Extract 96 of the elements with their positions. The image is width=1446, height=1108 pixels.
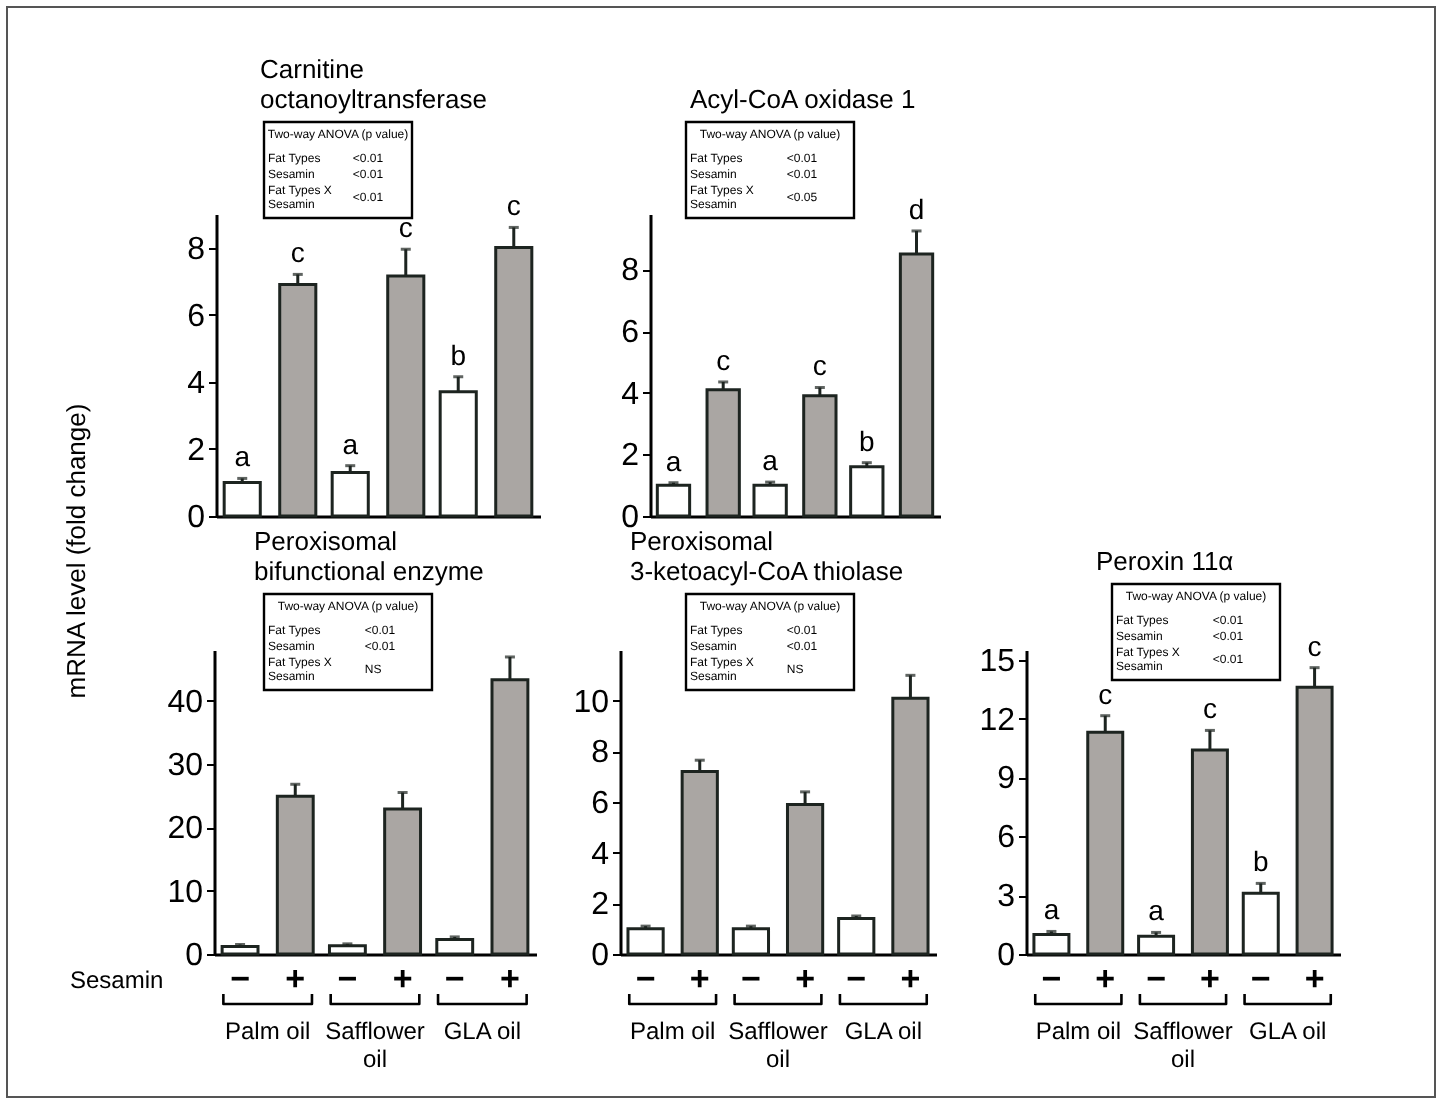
bar: [222, 480, 262, 518]
data-label: c: [812, 349, 827, 382]
bar: [849, 465, 885, 518]
y-tick-label: 8: [621, 254, 640, 289]
series-label: +: [689, 960, 710, 998]
bar: [220, 944, 260, 956]
y-tick-label: 8: [591, 736, 610, 771]
data-label: c: [716, 343, 731, 376]
y-tick-label: 12: [979, 703, 1016, 738]
y-tick-label: 0: [185, 939, 204, 973]
x-tick-label: Palm oil: [1035, 1017, 1122, 1045]
legend-title: Sesamin: [70, 966, 164, 994]
data-label: c: [1307, 629, 1322, 662]
text: −: [846, 960, 867, 998]
y-tick-label: 3: [997, 880, 1016, 915]
chart-title: Peroxin 11α: [1096, 546, 1235, 576]
data-label: b: [1252, 845, 1269, 878]
y-tick-label: 8: [187, 232, 206, 267]
series-label: +: [1095, 960, 1116, 998]
y-tick-label: 9: [997, 762, 1016, 797]
data-label: a: [1043, 893, 1060, 926]
text: −: [337, 960, 358, 998]
bar: [1032, 932, 1071, 956]
y-tick-label: 6: [621, 316, 640, 351]
bar: [731, 927, 771, 956]
text: +: [900, 960, 921, 998]
bar: [837, 917, 876, 956]
y-tick-label: 2: [187, 433, 206, 468]
bar: [752, 483, 788, 518]
chart-title: Carnitine octanoyltransferase: [260, 54, 487, 114]
series-label: +: [285, 960, 306, 998]
x-tick-label: Palm oil: [224, 1017, 311, 1045]
series-label: −: [635, 960, 656, 998]
y-tick-label: 30: [167, 749, 204, 783]
data-label: a: [665, 444, 682, 477]
bar: [1137, 934, 1176, 956]
bar: [680, 770, 719, 956]
y-tick-label: 0: [591, 939, 610, 973]
y-tick-label: 2: [591, 888, 610, 923]
y-tick-label: 4: [621, 377, 640, 412]
bar: [435, 937, 475, 956]
text: −: [444, 960, 465, 998]
x-tick-label: Palm oil: [629, 1017, 716, 1045]
x-tick-label: Safflower oil: [728, 1017, 828, 1073]
text: +: [1304, 960, 1325, 998]
data-label: d: [908, 192, 925, 225]
data-label: c: [1202, 692, 1217, 725]
data-label: c: [290, 236, 305, 269]
text: −: [1146, 960, 1167, 998]
data-label: a: [1148, 894, 1165, 927]
data-label: c: [398, 211, 413, 244]
y-tick-label: 0: [997, 939, 1016, 973]
y-tick-label: 40: [167, 685, 204, 720]
series-label: −: [230, 960, 251, 998]
y-axis-title: mRNA level (fold change): [61, 403, 91, 699]
y-tick-label: 4: [187, 366, 206, 401]
y-tick-label: 6: [187, 299, 206, 334]
x-tick-label: GLA oil: [1248, 1017, 1327, 1045]
bar: [330, 470, 370, 518]
text: −: [1250, 960, 1271, 998]
bar: [655, 483, 692, 518]
text: +: [392, 960, 413, 998]
bar: [705, 388, 741, 518]
bar: [626, 927, 665, 956]
bar: [327, 944, 367, 956]
y-tick-label: 20: [167, 812, 204, 847]
data-label: b: [450, 338, 467, 371]
text: +: [795, 960, 816, 998]
bar: [278, 282, 318, 518]
y-tick-label: 10: [573, 685, 610, 720]
text: −: [740, 960, 761, 998]
bar: [275, 794, 315, 956]
y-tick-label: 0: [187, 501, 206, 535]
data-label: a: [762, 444, 779, 477]
text: +: [500, 960, 520, 998]
data-label: c: [506, 189, 521, 222]
bar: [802, 394, 838, 518]
y-tick-label: 6: [591, 787, 610, 821]
data-label: c: [1098, 677, 1113, 710]
bar: [1241, 891, 1280, 956]
chart-title: Peroxisomal bifunctional enzyme: [254, 526, 484, 586]
y-tick-label: 15: [979, 644, 1016, 679]
text: +: [1199, 960, 1220, 998]
x-tick-label: GLA oil: [844, 1017, 923, 1045]
x-tick-label: Safflower oil: [325, 1017, 425, 1073]
y-tick-label: 6: [997, 821, 1016, 856]
x-tick-label: GLA oil: [443, 1017, 522, 1045]
y-tick-label: 4: [591, 837, 610, 872]
x-tick-label: Safflower oil: [1133, 1017, 1233, 1073]
y-tick-label: 2: [621, 439, 640, 474]
data-label: b: [859, 424, 876, 457]
data-label: a: [342, 427, 359, 460]
series-label: −: [1041, 960, 1062, 998]
chart-title: Acyl-CoA oxidase 1: [690, 84, 916, 114]
data-label: a: [234, 440, 251, 473]
y-tick-label: 10: [167, 875, 204, 910]
